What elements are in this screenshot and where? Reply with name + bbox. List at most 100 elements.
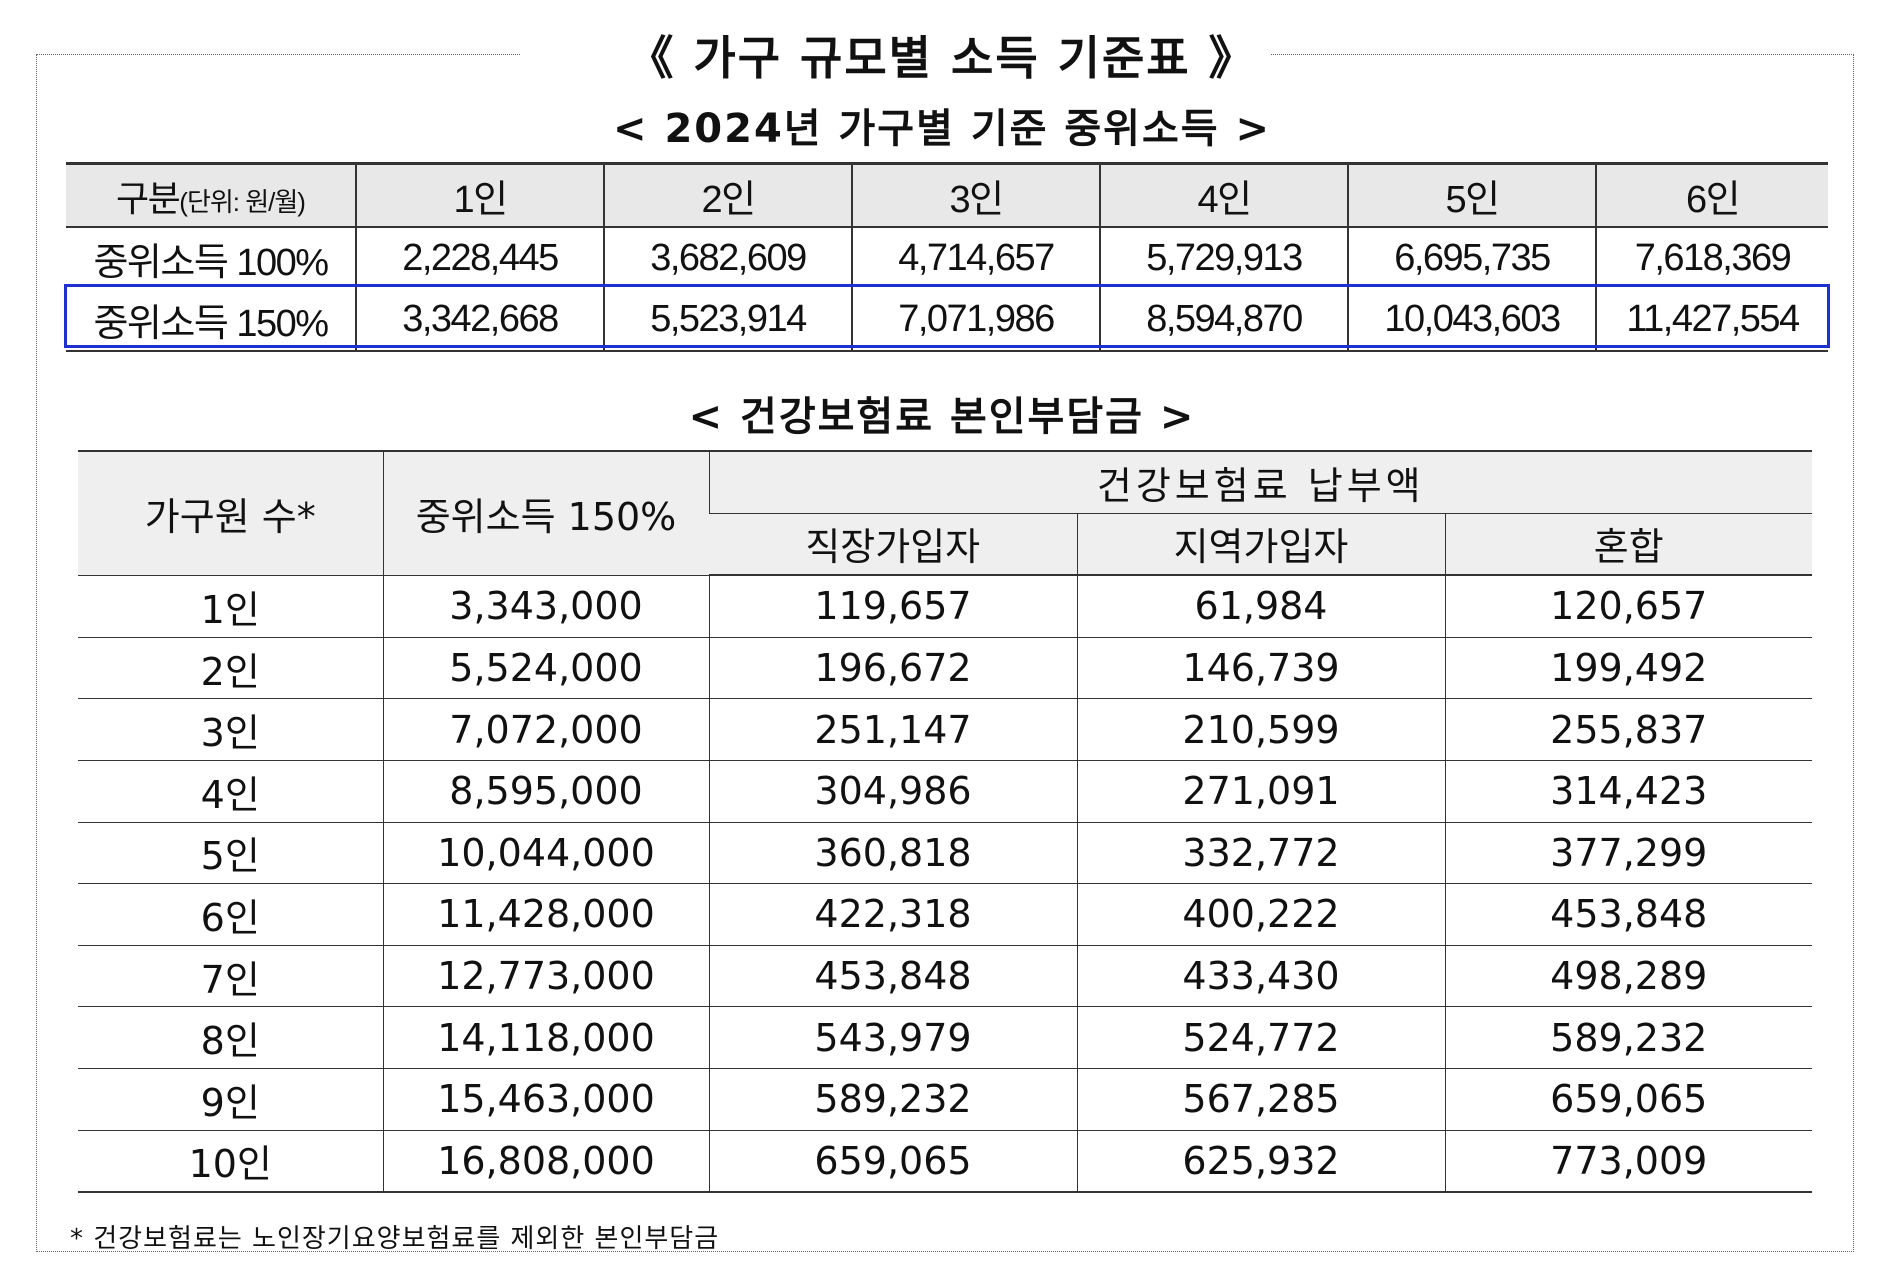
mixed-cell: 453,848 (1444, 883, 1812, 946)
table-row: 3인 7,072,000 251,147 210,599 255,837 (78, 698, 1812, 761)
members-cell: 5인 (78, 822, 383, 885)
header-label: 구분 (116, 177, 181, 219)
regional-cell: 567,285 (1076, 1068, 1445, 1131)
mixed-cell: 255,837 (1444, 698, 1812, 761)
regional-cell: 433,430 (1076, 945, 1445, 1008)
table-row-highlighted: 중위소득 150% 3,342,668 5,523,914 7,071,986 … (66, 289, 1828, 352)
table-row: 6인 11,428,000 422,318 400,222 453,848 (78, 883, 1812, 946)
income-cell: 14,118,000 (382, 1006, 709, 1069)
column-header: 5인 (1347, 162, 1596, 228)
regional-cell: 524,772 (1076, 1006, 1445, 1069)
column-header: 4인 (1099, 162, 1348, 228)
table-row: 2인 5,524,000 196,672 146,739 199,492 (78, 637, 1812, 700)
table-cell: 2,228,445 (355, 227, 604, 289)
income-cell: 3,343,000 (382, 575, 709, 638)
mixed-cell: 120,657 (1444, 575, 1812, 638)
regional-cell: 61,984 (1076, 575, 1445, 638)
regional-cell: 210,599 (1076, 698, 1445, 761)
income-cell: 5,524,000 (382, 637, 709, 700)
title-background (520, 36, 1270, 76)
column-header: 3인 (851, 162, 1100, 228)
employee-cell: 453,848 (708, 945, 1077, 1008)
footnote: * 건강보험료는 노인장기요양보험료를 제외한 본인부담금 (70, 1224, 720, 1254)
income-cell: 12,773,000 (382, 945, 709, 1008)
table-cell: 3,342,668 (355, 289, 604, 352)
table-row: 9인 15,463,000 589,232 567,285 659,065 (78, 1068, 1812, 1131)
table-cell: 6,695,735 (1347, 227, 1596, 289)
table-cell: 10,043,603 (1347, 289, 1596, 352)
header-premium-group: 건강보험료 납부액 (708, 449, 1812, 514)
members-cell: 10인 (78, 1130, 383, 1194)
main-title: 《 가구 규모별 소득 기준표 》 (627, 31, 1257, 85)
members-cell: 8인 (78, 1006, 383, 1069)
regional-cell: 400,222 (1076, 883, 1445, 946)
members-cell: 1인 (78, 575, 383, 638)
income-cell: 8,595,000 (382, 760, 709, 823)
regional-cell: 271,091 (1076, 760, 1445, 823)
employee-cell: 422,318 (708, 883, 1077, 946)
employee-cell: 119,657 (708, 575, 1077, 638)
table-row: 8인 14,118,000 543,979 524,772 589,232 (78, 1006, 1812, 1069)
table-row: 1인 3,343,000 119,657 61,984 120,657 (78, 575, 1812, 638)
mixed-cell: 773,009 (1444, 1130, 1812, 1194)
header-category: 구분(단위: 원/월) (66, 162, 356, 228)
employee-cell: 659,065 (708, 1130, 1077, 1194)
members-cell: 2인 (78, 637, 383, 700)
income-cell: 11,428,000 (382, 883, 709, 946)
header-income: 중위소득 150% (382, 449, 709, 576)
table-cell: 4,714,657 (851, 227, 1100, 289)
table-cell: 11,427,554 (1595, 289, 1828, 352)
table-cell: 3,682,609 (603, 227, 852, 289)
members-cell: 4인 (78, 760, 383, 823)
header-employee: 직장가입자 (709, 513, 1077, 577)
mixed-cell: 589,232 (1444, 1006, 1812, 1069)
table-row: 5인 10,044,000 360,818 332,772 377,299 (78, 822, 1812, 885)
header-unit: (단위: 원/월) (179, 186, 306, 217)
employee-cell: 360,818 (708, 822, 1077, 885)
income-cell: 7,072,000 (382, 698, 709, 761)
table-row: 7인 12,773,000 453,848 433,430 498,289 (78, 945, 1812, 1008)
members-cell: 7인 (78, 945, 383, 1008)
mixed-cell: 498,289 (1444, 945, 1812, 1008)
income-table-title: < 2024년 가구별 기준 중위소득 > (613, 106, 1271, 152)
members-cell: 6인 (78, 883, 383, 946)
row-label: 중위소득 150% (66, 289, 356, 352)
table-cell: 7,071,986 (851, 289, 1100, 352)
mixed-cell: 199,492 (1444, 637, 1812, 700)
members-cell: 3인 (78, 698, 383, 761)
insurance-subheader-row: 직장가입자 지역가입자 혼합 (78, 513, 1812, 577)
header-regional: 지역가입자 (1076, 513, 1445, 577)
regional-cell: 625,932 (1076, 1130, 1445, 1194)
insurance-table-title: < 건강보험료 본인부담금 > (688, 394, 1196, 440)
table-cell: 8,594,870 (1099, 289, 1348, 352)
mixed-cell: 314,423 (1444, 760, 1812, 823)
employee-cell: 196,672 (708, 637, 1077, 700)
income-cell: 10,044,000 (382, 822, 709, 885)
regional-cell: 332,772 (1076, 822, 1445, 885)
table-cell: 5,729,913 (1099, 227, 1348, 289)
employee-cell: 589,232 (708, 1068, 1077, 1131)
health-insurance-table: 가구원 수* 중위소득 150% 건강보험료 납부액 직장가입자 지역가입자 혼… (78, 449, 1812, 1194)
column-header: 6인 (1595, 162, 1828, 228)
employee-cell: 251,147 (708, 698, 1077, 761)
income-table-header: 구분(단위: 원/월) 1인 2인 3인 4인 5인 6인 (66, 162, 1828, 228)
column-header: 2인 (603, 162, 852, 228)
insurance-header-row: 가구원 수* 중위소득 150% 건강보험료 납부액 (78, 449, 1812, 576)
table-row: 4인 8,595,000 304,986 271,091 314,423 (78, 760, 1812, 823)
regional-cell: 146,739 (1076, 637, 1445, 700)
header-members: 가구원 수* (78, 449, 383, 576)
mixed-cell: 377,299 (1444, 822, 1812, 885)
employee-cell: 543,979 (708, 1006, 1077, 1069)
employee-cell: 304,986 (708, 760, 1077, 823)
table-cell: 5,523,914 (603, 289, 852, 352)
header-mixed: 혼합 (1444, 513, 1812, 577)
row-label: 중위소득 100% (93, 242, 329, 284)
mixed-cell: 659,065 (1444, 1068, 1812, 1131)
column-header: 1인 (355, 162, 604, 228)
table-row: 10인 16,808,000 659,065 625,932 773,009 (78, 1130, 1812, 1194)
income-cell: 15,463,000 (382, 1068, 709, 1131)
table-cell: 7,618,369 (1595, 227, 1828, 289)
table-row: 중위소득 100% 2,228,445 3,682,609 4,714,657 … (66, 227, 1828, 289)
median-income-table: 구분(단위: 원/월) 1인 2인 3인 4인 5인 6인 중위소득 100% … (66, 162, 1828, 352)
income-cell: 16,808,000 (382, 1130, 709, 1194)
